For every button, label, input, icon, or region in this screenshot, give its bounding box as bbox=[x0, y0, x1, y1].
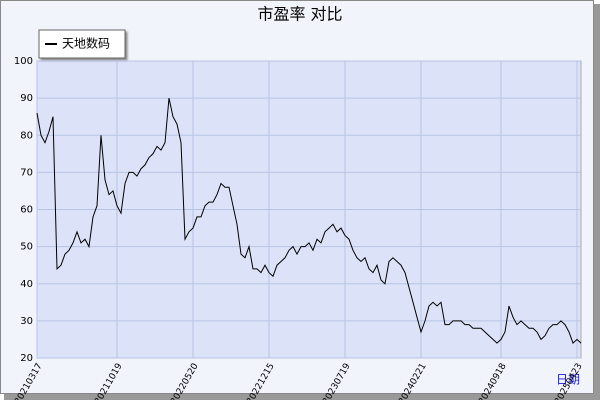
shadow bbox=[594, 4, 600, 400]
line bbox=[36, 97, 582, 344]
y-tick-label: 90 bbox=[20, 93, 33, 104]
y-tick-label: 30 bbox=[20, 316, 33, 327]
y-tick-label: 100 bbox=[14, 56, 33, 67]
y-tick-label: 20 bbox=[20, 353, 33, 364]
y-tick-label: 80 bbox=[20, 130, 33, 141]
y-tick-label: 60 bbox=[20, 205, 33, 216]
y-tick-label: 70 bbox=[20, 167, 33, 178]
legend-label: 天地数码 bbox=[62, 36, 110, 51]
chart-title: 市盈率 对比 bbox=[257, 5, 342, 24]
y-tick-label: 40 bbox=[20, 279, 33, 290]
shadow bbox=[4, 394, 600, 400]
legend bbox=[38, 29, 126, 59]
x-axis-title: 日期 bbox=[556, 373, 580, 387]
y-tick-label: 50 bbox=[20, 242, 33, 253]
